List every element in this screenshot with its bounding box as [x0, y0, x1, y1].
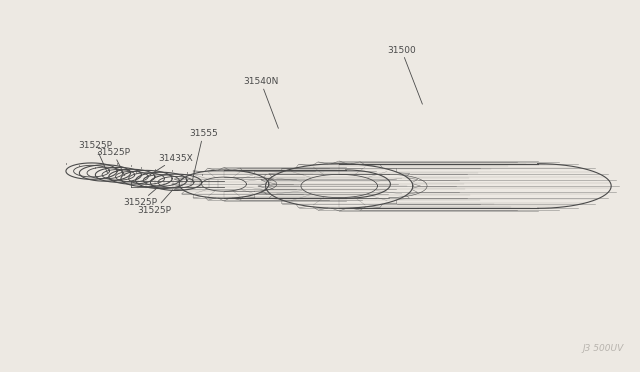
Text: J3 500UV: J3 500UV: [583, 344, 624, 353]
Text: 31525P: 31525P: [138, 190, 173, 215]
Text: 31525P: 31525P: [123, 187, 158, 207]
Text: 31540N: 31540N: [243, 77, 278, 128]
Text: 31500: 31500: [387, 46, 422, 104]
Text: 31555: 31555: [189, 129, 218, 182]
Text: 31525P: 31525P: [78, 141, 112, 173]
Text: 31435X: 31435X: [144, 154, 193, 179]
Text: 31525P: 31525P: [96, 148, 130, 176]
